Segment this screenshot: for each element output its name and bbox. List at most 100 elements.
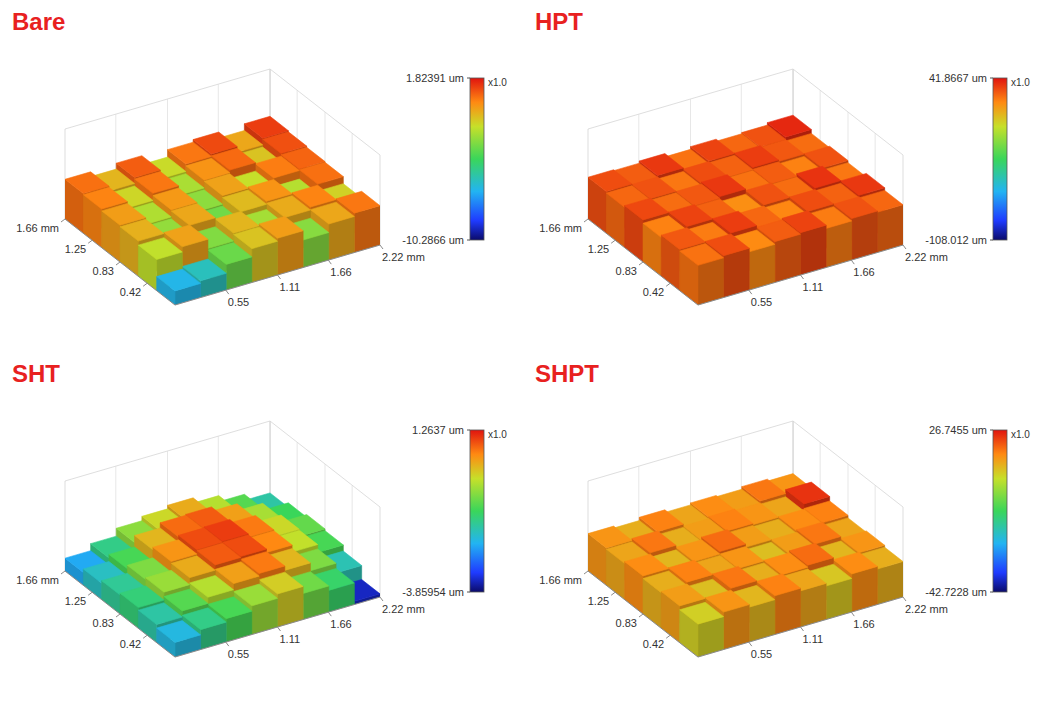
x-tick xyxy=(380,245,383,249)
y-tick-label: 1.25 xyxy=(588,243,609,255)
x-tick xyxy=(278,275,281,279)
grid xyxy=(65,69,380,290)
colorbar-scale xyxy=(470,430,484,592)
figure-svg: 0.55 1.11 1.66 2.22 mm 0.42 0.83 1.25 1.66 mm 1.… xyxy=(0,0,1046,704)
x-axis-line xyxy=(175,245,380,305)
y-tick xyxy=(88,240,92,243)
cell-top xyxy=(171,556,215,578)
y-tick xyxy=(639,614,643,617)
wall xyxy=(588,69,793,219)
y-tick-label: 0.83 xyxy=(616,617,637,629)
y-tick-label: 0.83 xyxy=(93,617,114,629)
cell-top xyxy=(138,603,182,625)
x-tick xyxy=(749,642,752,646)
cell-top xyxy=(661,584,705,606)
x-tick xyxy=(380,597,383,601)
cell-side xyxy=(775,234,801,282)
x-tick xyxy=(328,260,331,264)
colorbar-label: -42.7228 um xyxy=(925,586,987,598)
surface xyxy=(588,115,903,305)
colorbar-scale-label: x1.0 xyxy=(488,77,507,88)
cell-top xyxy=(299,162,343,184)
y-tick xyxy=(584,571,588,574)
box xyxy=(65,69,380,305)
cell-top xyxy=(680,244,724,266)
cell-top xyxy=(146,570,190,592)
floor xyxy=(65,159,380,305)
colorbar-tick xyxy=(467,592,470,593)
colorbar-tick xyxy=(990,78,993,79)
surface xyxy=(588,474,903,657)
wall xyxy=(588,421,793,571)
colorbar-scale xyxy=(993,78,1007,240)
floor xyxy=(588,511,903,657)
colorbar-scale xyxy=(993,430,1007,592)
cell-side xyxy=(852,211,878,260)
x-tick xyxy=(903,245,906,249)
x-tick-label: 0.55 xyxy=(228,296,249,308)
colorbar-tick xyxy=(990,240,993,241)
y-tick xyxy=(116,614,120,617)
colorbar-label: 1.2637 um xyxy=(412,424,464,436)
colorbar-label: -3.85954 um xyxy=(402,586,464,598)
floor xyxy=(588,159,903,305)
box xyxy=(588,69,903,305)
x-axis-line xyxy=(698,597,903,657)
colorbar-label: -108.012 um xyxy=(925,234,987,246)
x-tick-label: 0.55 xyxy=(228,648,249,660)
y-tick-label: 1.25 xyxy=(588,595,609,607)
y-tick xyxy=(88,592,92,595)
colorbar-label: 41.8667 um xyxy=(929,72,987,84)
x-tick xyxy=(801,275,804,279)
colorbar-tick xyxy=(990,430,993,431)
y-tick-label: 1.66 mm xyxy=(16,222,59,234)
y-tick-label: 1.66 mm xyxy=(16,574,59,586)
colorbar: 26.7455 um-42.7228 umx1.0 xyxy=(925,424,1030,598)
cell-top xyxy=(157,621,201,643)
panel: 0.551.111.662.22 mm0.420.831.251.66 mm1.… xyxy=(12,8,507,308)
cell-side xyxy=(877,205,903,253)
y-tick xyxy=(143,283,147,286)
cell-top xyxy=(157,269,201,291)
y-axis-line xyxy=(588,571,698,657)
colorbar-label: -10.2866 um xyxy=(402,234,464,246)
x-tick xyxy=(328,612,331,616)
box xyxy=(588,421,903,657)
y-tick-label: 0.42 xyxy=(120,286,141,298)
colorbar-scale-label: x1.0 xyxy=(1011,429,1030,440)
axes: 0.551.111.662.22 mm0.420.831.251.66 mm xyxy=(539,571,948,660)
colorbar-scale xyxy=(470,78,484,240)
x-tick-label: 1.11 xyxy=(803,633,824,645)
y-tick xyxy=(61,219,65,222)
x-tick xyxy=(278,627,281,631)
panel: 0.551.111.662.22 mm0.420.831.251.66 mm1.… xyxy=(12,360,507,660)
cell-top xyxy=(786,482,830,504)
cell-top xyxy=(120,586,164,608)
x-axis-line xyxy=(698,245,903,305)
x-tick-label: 2.22 mm xyxy=(905,251,948,263)
y-tick-label: 0.42 xyxy=(643,286,664,298)
x-tick-label: 1.66 xyxy=(853,266,874,278)
colorbar-scale-label: x1.0 xyxy=(1011,77,1030,88)
cell-top xyxy=(208,243,252,265)
panel-title: Bare xyxy=(12,8,65,35)
cell-side xyxy=(724,248,750,297)
y-tick xyxy=(611,592,615,595)
cell-side xyxy=(354,206,380,253)
y-tick xyxy=(666,283,670,286)
cell-top xyxy=(680,602,724,624)
y-tick xyxy=(143,635,147,638)
y-tick-label: 0.42 xyxy=(643,638,664,650)
x-tick-label: 1.66 xyxy=(330,266,351,278)
colorbar-tick xyxy=(467,240,470,241)
x-tick xyxy=(851,260,854,264)
panel-title: SHPT xyxy=(535,360,599,387)
y-tick-label: 0.83 xyxy=(93,265,114,277)
cell-side xyxy=(775,588,801,634)
colorbar-tick xyxy=(990,592,993,593)
x-tick-label: 1.11 xyxy=(280,633,301,645)
cell-side xyxy=(801,225,827,275)
cell-side xyxy=(698,258,724,305)
colorbar-label: 1.82391 um xyxy=(406,72,464,84)
colorbar: 41.8667 um -108.012 um x1.0 xyxy=(925,72,1030,246)
